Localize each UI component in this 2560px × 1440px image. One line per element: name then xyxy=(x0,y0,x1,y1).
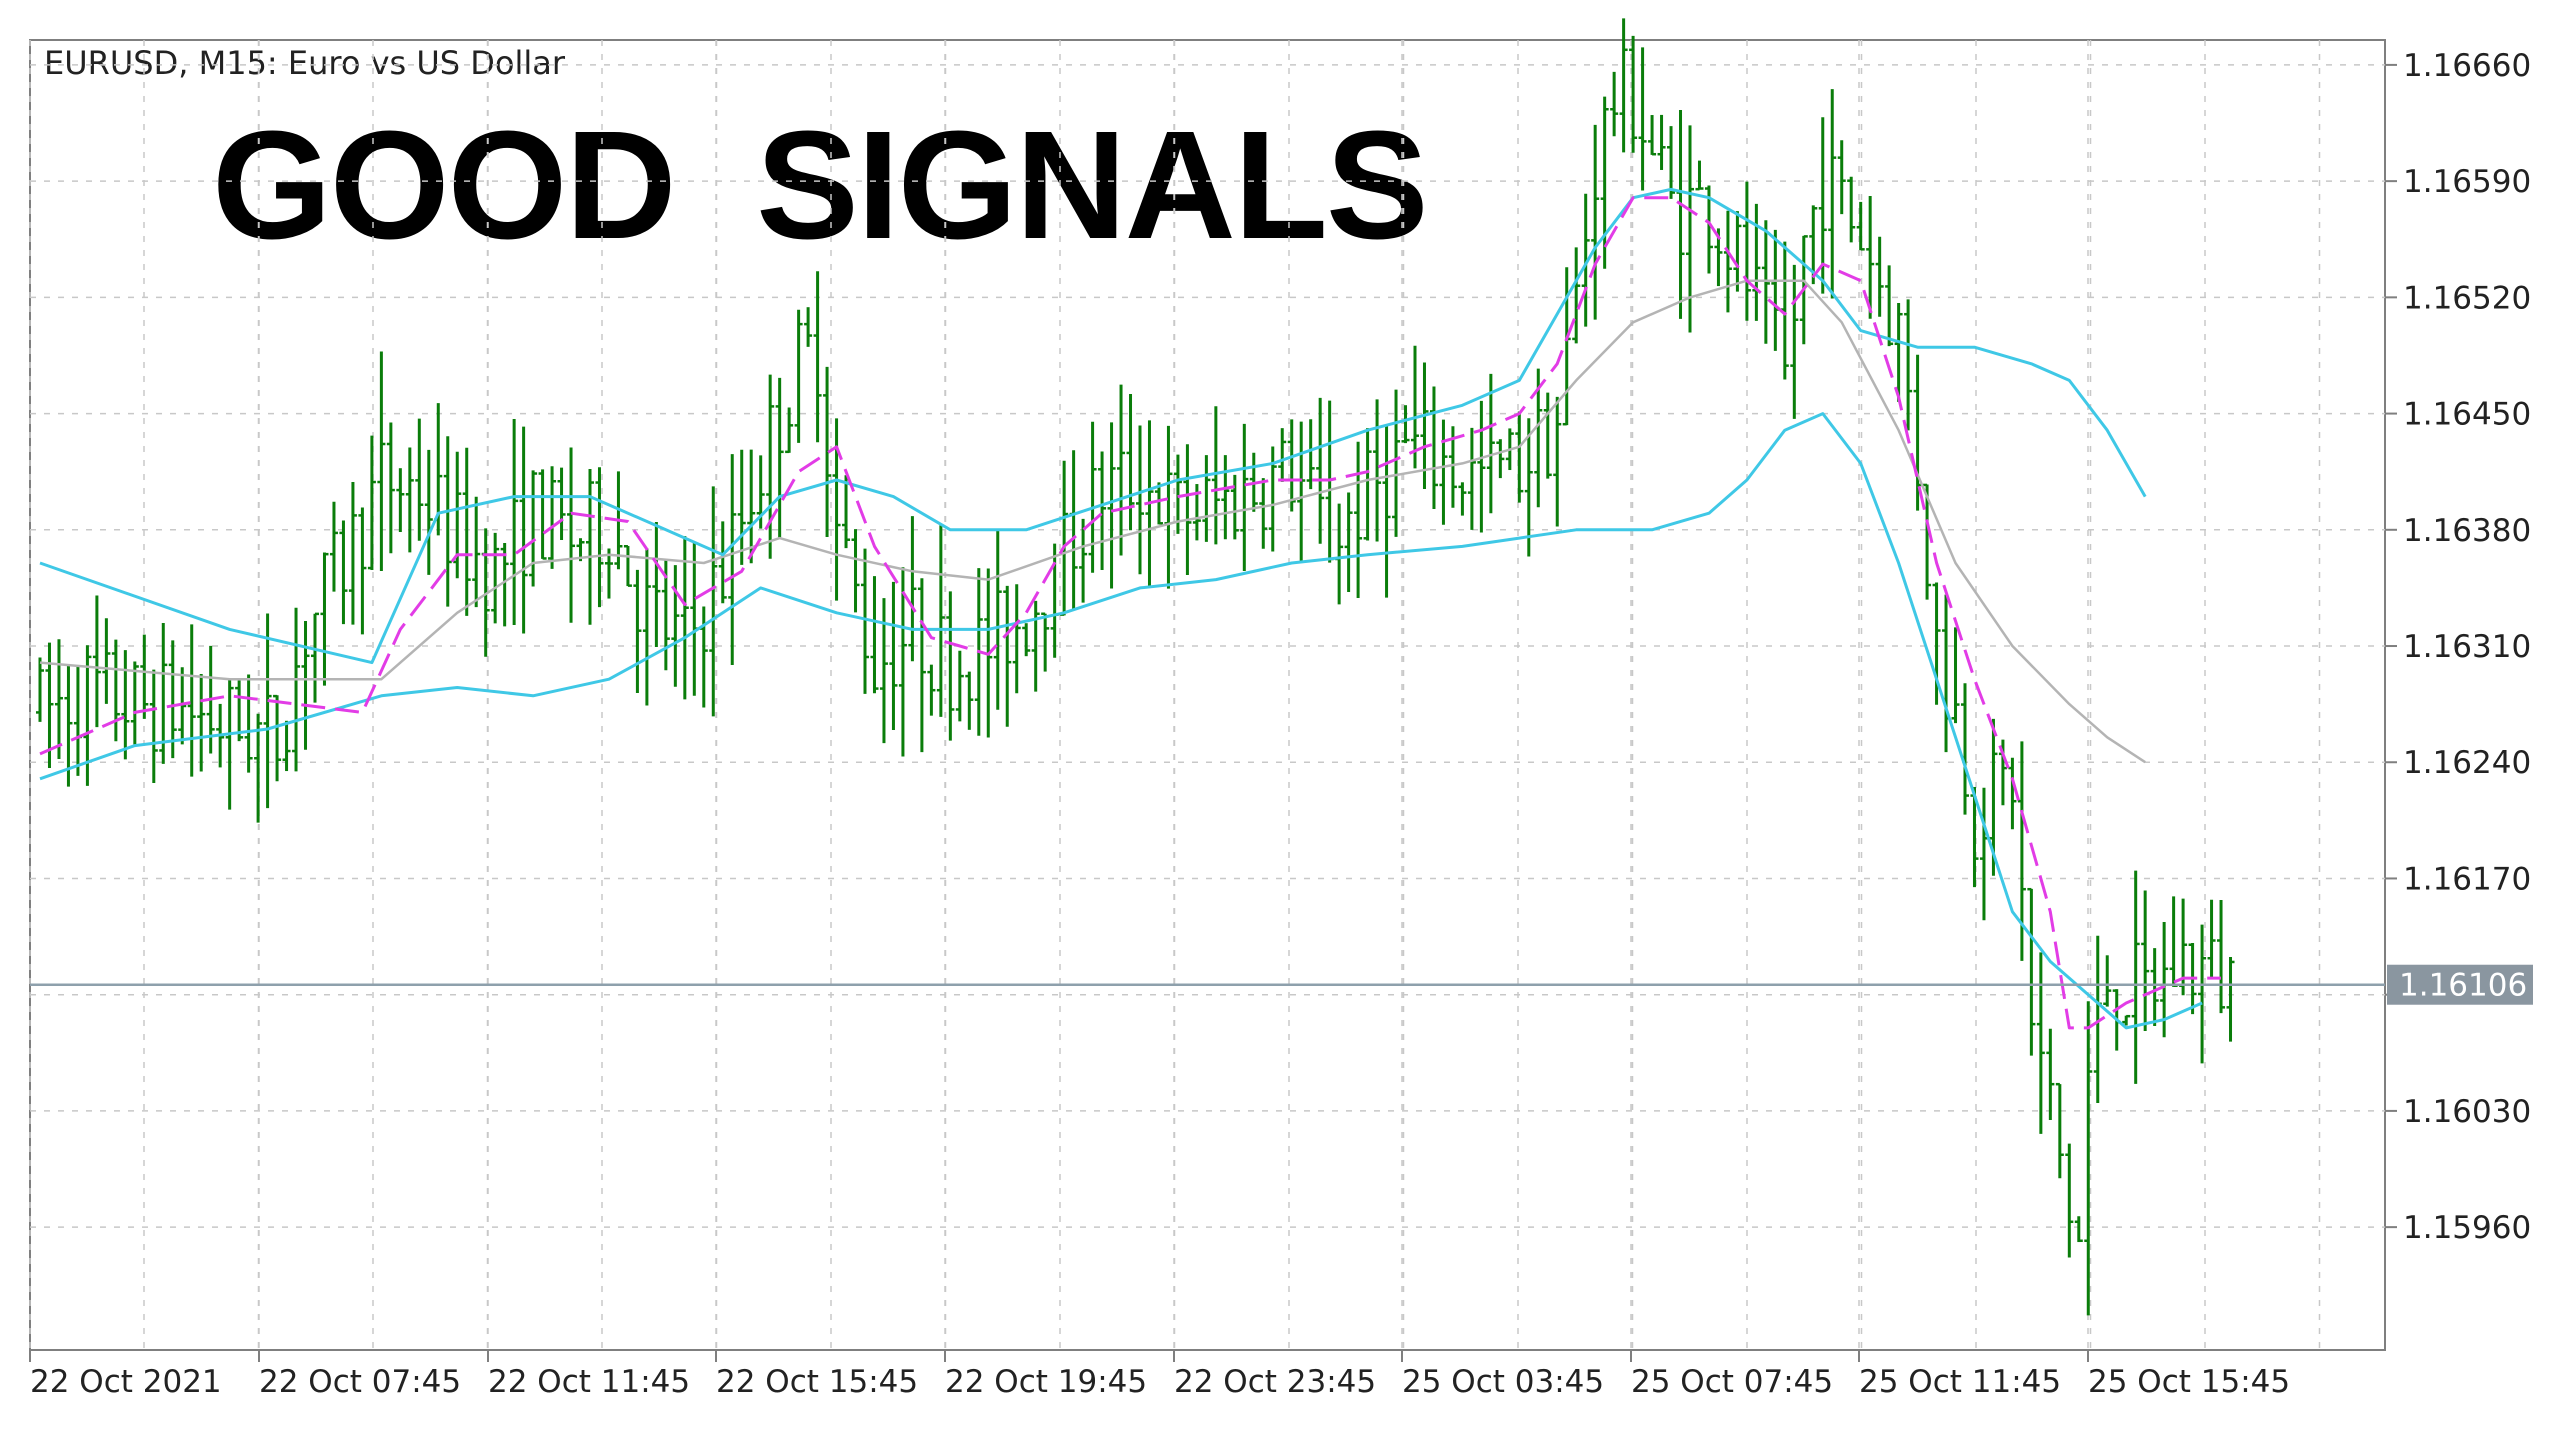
current-price-label-bg xyxy=(2387,964,2533,1005)
overlay-title: GOOD SIGNALS xyxy=(212,99,1429,271)
y-tick-label: 1.16170 xyxy=(2403,861,2531,897)
symbol-info: EURUSD, M15: Euro vs US Dollar xyxy=(44,44,566,82)
x-tick-label: 22 Oct 23:45 xyxy=(1174,1364,1376,1400)
y-tick-label: 1.16590 xyxy=(2403,164,2531,200)
x-tick-label: 22 Oct 19:45 xyxy=(945,1364,1147,1400)
x-tick-label: 22 Oct 07:45 xyxy=(259,1364,461,1400)
x-tick-label: 25 Oct 11:45 xyxy=(1859,1364,2061,1400)
plot-frame xyxy=(29,39,2386,1351)
y-tick-label: 1.15960 xyxy=(2403,1210,2531,1246)
x-tick-label: 22 Oct 15:45 xyxy=(716,1364,918,1400)
y-tick-label: 1.16660 xyxy=(2403,48,2531,84)
current-price-label: 1.16106 xyxy=(2399,968,2527,1004)
y-tick-label: 1.16450 xyxy=(2403,397,2531,433)
x-tick-label: 22 Oct 11:45 xyxy=(488,1364,690,1400)
y-tick-label: 1.16380 xyxy=(2403,513,2531,549)
y-tick-label: 1.16030 xyxy=(2403,1094,2531,1130)
y-tick-label: 1.16520 xyxy=(2403,280,2531,316)
x-tick-label: 25 Oct 03:45 xyxy=(1402,1364,1604,1400)
fast-ma-line xyxy=(39,196,2221,1030)
x-tick-label: 25 Oct 15:45 xyxy=(2088,1364,2290,1400)
y-tick-label: 1.16240 xyxy=(2403,745,2531,781)
y-tick-label: 1.16310 xyxy=(2403,629,2531,665)
bollinger-lower-line xyxy=(39,412,2203,1030)
ohlc-bars xyxy=(36,18,2235,1316)
x-tick-label: 22 Oct 2021 xyxy=(30,1364,222,1400)
x-tick-label: 25 Oct 07:45 xyxy=(1631,1364,1833,1400)
bollinger-upper-line xyxy=(39,187,2147,665)
